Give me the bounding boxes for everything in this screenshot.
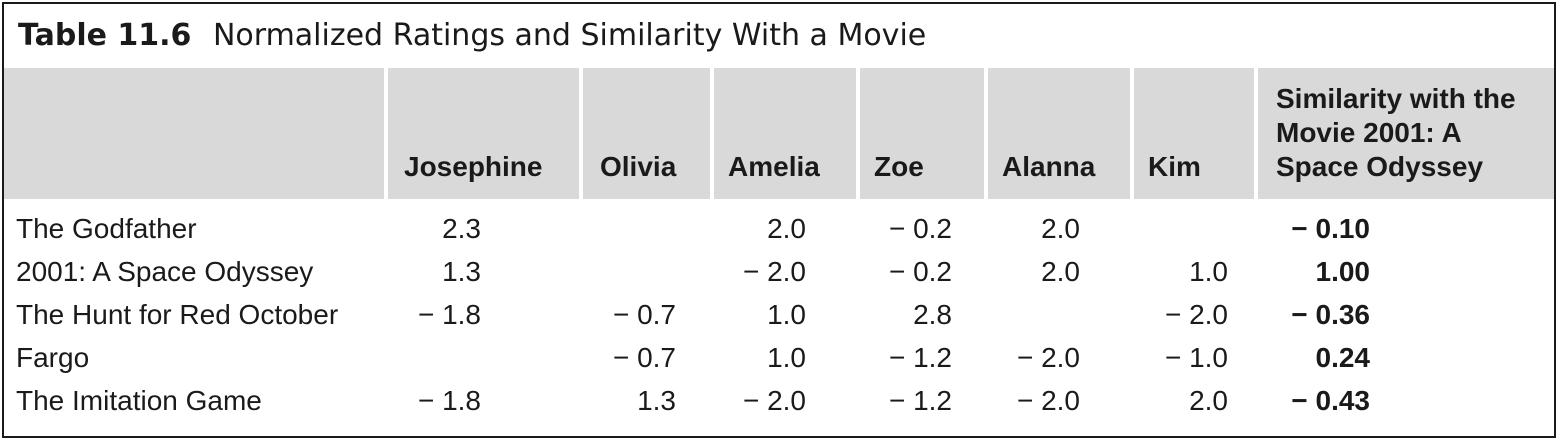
rating-cell: 2.0 (767, 213, 806, 244)
column-divider (856, 68, 860, 199)
rating-cell: − 2.0 (742, 256, 806, 287)
rating-cell: 1.0 (767, 342, 806, 373)
rating-cell: 1.3 (637, 385, 676, 416)
header-similarity-line-1: Similarity with the (1276, 83, 1516, 114)
rating-cell: 1.0 (767, 299, 806, 330)
rating-cell: − 0.2 (888, 213, 952, 244)
column-divider (384, 68, 388, 199)
rating-cell: 2.0 (1189, 385, 1228, 416)
table-title: Normalized Ratings and Similarity With a… (212, 18, 927, 53)
rating-cell: − 2.0 (1016, 342, 1080, 373)
rating-cell: − 2.0 (742, 385, 806, 416)
header-olivia: Olivia (600, 151, 677, 182)
header-kim: Kim (1148, 151, 1201, 182)
row-label: The Imitation Game (16, 385, 262, 416)
column-divider (984, 68, 988, 199)
column-divider (1130, 68, 1134, 199)
rating-cell: 1.0 (1189, 256, 1228, 287)
rating-cell: − 0.2 (888, 256, 952, 287)
header-similarity-line-3: Space Odyssey (1276, 151, 1484, 182)
similarity-cell: 0.24 (1315, 342, 1371, 373)
rating-cell: − 1.2 (888, 342, 952, 373)
rating-cell: − 0.7 (612, 299, 676, 330)
table-frame: Table 11.6 Normalized Ratings and Simila… (2, 2, 1556, 438)
header-zoe: Zoe (874, 151, 924, 182)
column-divider (579, 68, 583, 199)
rating-cell: 2.0 (1041, 213, 1080, 244)
rating-cell: − 1.8 (417, 385, 481, 416)
similarity-cell: − 0.43 (1291, 385, 1370, 416)
rating-cell: 1.3 (442, 256, 481, 287)
similarity-cell: − 0.10 (1291, 213, 1370, 244)
rating-cell: − 1.8 (417, 299, 481, 330)
row-label: 2001: A Space Odyssey (16, 256, 314, 287)
rating-cell: − 0.7 (612, 342, 676, 373)
row-label: Fargo (16, 342, 90, 373)
rating-cell: 2.8 (913, 299, 952, 330)
column-divider (710, 68, 714, 199)
similarity-cell: 1.00 (1315, 256, 1371, 287)
rating-cell: − 1.0 (1164, 342, 1228, 373)
rating-cell: − 1.2 (888, 385, 952, 416)
table-caption: Table 11.6 Normalized Ratings and Simila… (18, 18, 926, 53)
row-label: The Hunt for Red October (16, 299, 339, 330)
rating-cell: − 2.0 (1164, 299, 1228, 330)
header-josephine: Josephine (404, 151, 543, 182)
rating-cell: − 2.0 (1016, 385, 1080, 416)
rating-cell: 2.0 (1041, 256, 1080, 287)
header-row (4, 68, 1554, 199)
table-label: Table 11.6 (18, 18, 192, 53)
similarity-cell: − 0.36 (1291, 299, 1370, 330)
header-amelia: Amelia (728, 151, 820, 182)
column-divider (1254, 68, 1258, 199)
row-label: The Godfather (16, 213, 197, 244)
rating-cell: 2.3 (442, 213, 481, 244)
header-alanna: Alanna (1002, 151, 1096, 182)
header-similarity-line-2: Movie 2001: A (1276, 117, 1462, 148)
